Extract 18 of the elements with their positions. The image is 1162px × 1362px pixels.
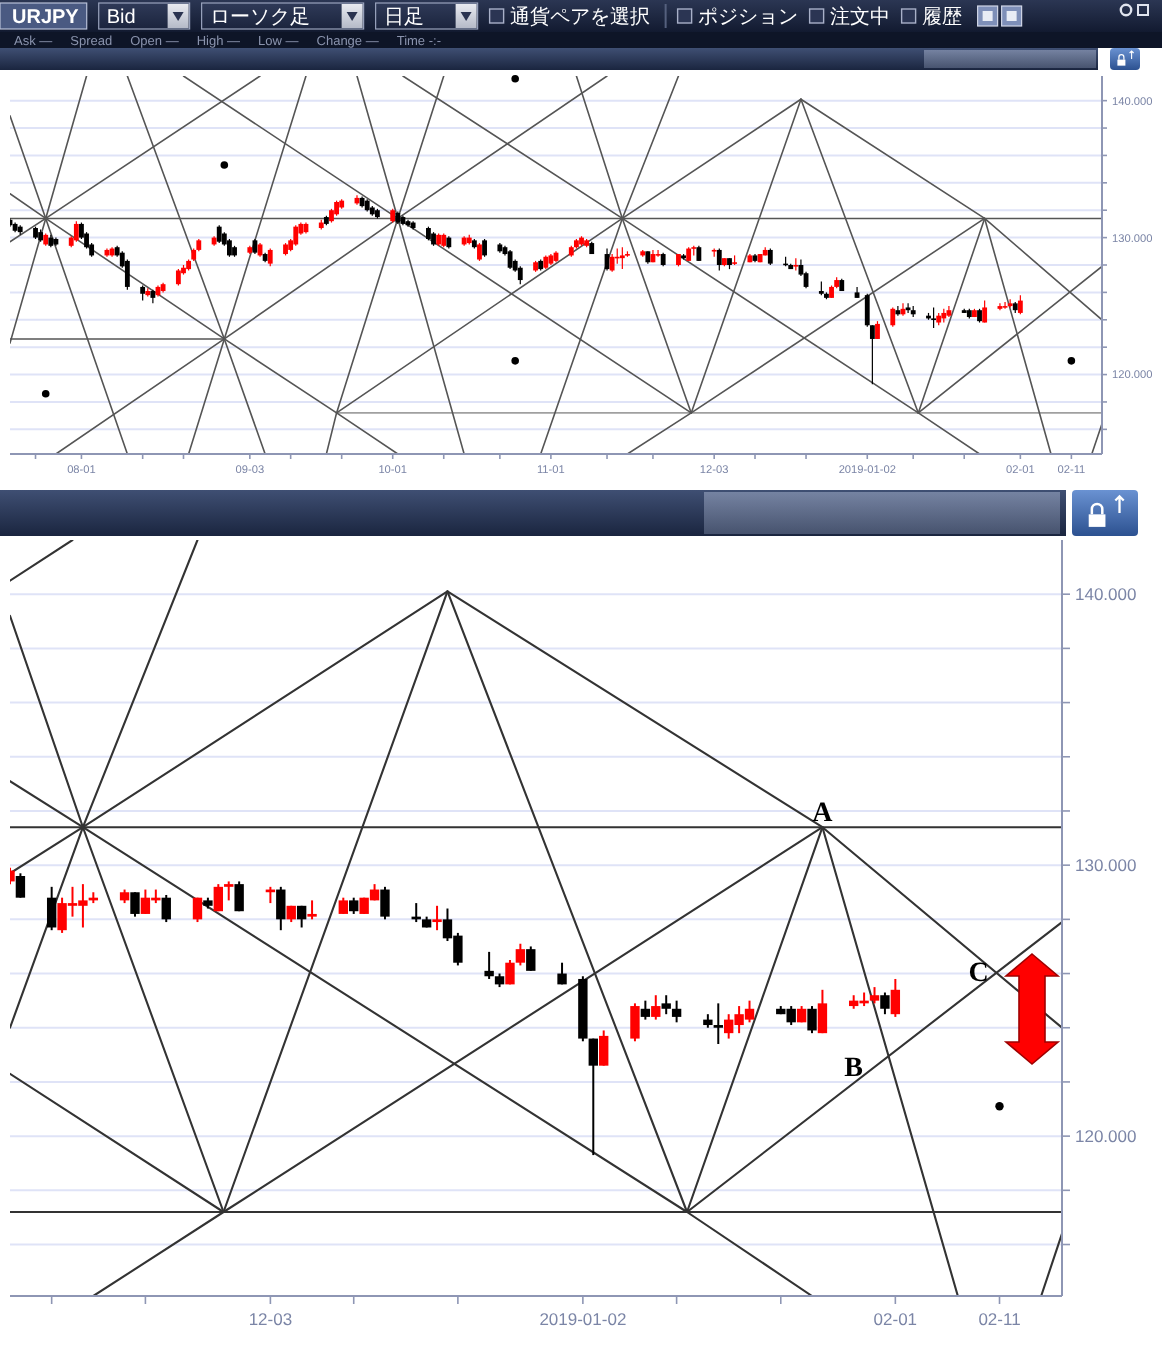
text: 注文中 — [829, 5, 890, 30]
x-tick-label: 02-01 — [873, 1309, 918, 1330]
text: URJPY — [12, 7, 80, 30]
annotation: C — [968, 959, 989, 990]
y-tick-label: 120.000 — [1075, 1126, 1137, 1147]
x-tick-label: 02-11 — [978, 1309, 1022, 1330]
x-tick-label: 2019-01-02 — [539, 1309, 627, 1330]
text: 履歴 — [921, 7, 962, 30]
text: 通貨ペアを選択 — [509, 5, 650, 30]
text: ポジション — [697, 7, 798, 30]
text: ローソク足 — [209, 7, 310, 30]
annotation: B — [844, 1053, 864, 1084]
x-tick-label: 12-03 — [248, 1309, 293, 1330]
text: 日足 — [383, 7, 424, 30]
text: Bid — [106, 7, 136, 30]
y-tick-label: 140.000 — [1075, 584, 1137, 605]
y-tick-label: 130.000 — [1075, 855, 1137, 876]
annotation: A — [812, 799, 835, 830]
